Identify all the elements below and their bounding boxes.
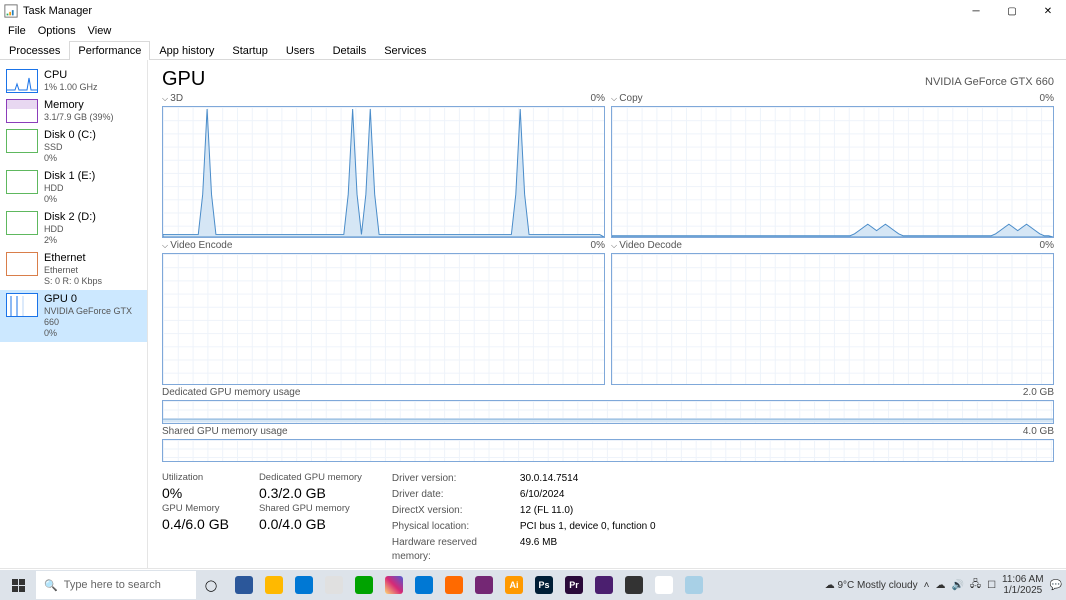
tab-details[interactable]: Details xyxy=(324,41,376,60)
chart-pct: 0% xyxy=(591,240,605,251)
dedicated-mem-max: 2.0 GB xyxy=(1023,387,1054,398)
dedicated-mem-chart xyxy=(162,400,1054,424)
menu-options[interactable]: Options xyxy=(32,23,82,39)
chart-dropdown-copy[interactable]: Copy xyxy=(611,93,643,104)
tray-language-icon[interactable]: ☐ xyxy=(987,580,996,591)
taskbar: 🔍 Type here to search ◯ AiPsPr ☁ 9°C Mos… xyxy=(0,570,1066,600)
sidebar-item-disk1e[interactable]: Disk 1 (E:)HDD0% xyxy=(0,167,147,208)
chart-3d xyxy=(162,106,605,238)
tray-onedrive-icon[interactable]: ☁ xyxy=(935,580,945,591)
maximize-button[interactable]: ▢ xyxy=(994,0,1030,22)
stat-value: 0.0/4.0 GB xyxy=(259,516,362,532)
taskbar-app-4[interactable] xyxy=(350,570,378,600)
stat-label: Dedicated GPU memory xyxy=(259,472,362,483)
chart-pct: 0% xyxy=(1040,93,1054,104)
shared-mem-chart xyxy=(162,439,1054,463)
shared-mem-label: Shared GPU memory usage xyxy=(162,426,288,437)
chart-pct: 0% xyxy=(1040,240,1054,251)
taskbar-app-15[interactable] xyxy=(680,570,708,600)
taskbar-app-6[interactable] xyxy=(410,570,438,600)
page-title: GPU xyxy=(162,68,205,91)
search-placeholder: Type here to search xyxy=(64,579,161,591)
taskbar-app-10[interactable]: Ps xyxy=(530,570,558,600)
minimize-button[interactable]: ─ xyxy=(958,0,994,22)
tray-chevron-icon[interactable]: ˄ xyxy=(924,580,930,591)
taskbar-app-1[interactable] xyxy=(260,570,288,600)
taskbar-app-8[interactable] xyxy=(470,570,498,600)
title-bar: Task Manager ─ ▢ ✕ xyxy=(0,0,1066,22)
taskbar-app-7[interactable] xyxy=(440,570,468,600)
tray-volume-icon[interactable]: 🔊 xyxy=(951,580,963,591)
taskbar-app-2[interactable] xyxy=(290,570,318,600)
taskbar-clock[interactable]: 11:06 AM1/1/2025 xyxy=(1002,574,1044,596)
weather-widget[interactable]: ☁ 9°C Mostly cloudy xyxy=(825,580,918,591)
stat-key: Driver date: xyxy=(392,488,512,502)
chart-pct: 0% xyxy=(591,93,605,104)
stat-key: Hardware reserved memory: xyxy=(392,536,512,564)
tab-users[interactable]: Users xyxy=(277,41,324,60)
stat-label: Shared GPU memory xyxy=(259,503,362,514)
taskbar-app-9[interactable]: Ai xyxy=(500,570,528,600)
stat-label: Utilization xyxy=(162,472,229,483)
stat-key: Driver version: xyxy=(392,472,512,486)
device-name: NVIDIA GeForce GTX 660 xyxy=(925,76,1054,88)
taskbar-app-3[interactable] xyxy=(320,570,348,600)
dedicated-mem-label: Dedicated GPU memory usage xyxy=(162,387,300,398)
menu-file[interactable]: File xyxy=(2,23,32,39)
tab-app-history[interactable]: App history xyxy=(150,41,223,60)
start-button[interactable] xyxy=(0,570,36,600)
stats-area: Utilization 0% GPU Memory 0.4/6.0 GB Dedica… xyxy=(162,472,1054,564)
stat-key: Physical location: xyxy=(392,520,512,534)
taskbar-app-12[interactable] xyxy=(590,570,618,600)
menu-view[interactable]: View xyxy=(82,23,118,39)
stat-label: GPU Memory xyxy=(162,503,229,514)
sidebar-item-gpu0[interactable]: GPU 0NVIDIA GeForce GTX 6600% xyxy=(0,290,147,342)
sidebar-item-disk2d[interactable]: Disk 2 (D:)HDD2% xyxy=(0,208,147,249)
app-icon xyxy=(4,4,18,18)
chart-dropdown-video-decode[interactable]: Video Decode xyxy=(611,240,682,251)
chart-dropdown-3d[interactable]: 3D xyxy=(162,93,183,104)
notifications-icon[interactable]: 💬 xyxy=(1050,580,1062,591)
taskbar-app-0[interactable] xyxy=(230,570,258,600)
chart-dropdown-video-encode[interactable]: Video Encode xyxy=(162,240,232,251)
tab-services[interactable]: Services xyxy=(375,41,435,60)
cortana-icon[interactable]: ◯ xyxy=(196,579,226,592)
sidebar-item-disk0c[interactable]: Disk 0 (C:)SSD0% xyxy=(0,126,147,167)
tab-processes[interactable]: Processes xyxy=(0,41,69,60)
tab-bar: ProcessesPerformanceApp historyStartupUs… xyxy=(0,40,1066,60)
taskbar-app-13[interactable] xyxy=(620,570,648,600)
stat-value: 0.3/2.0 GB xyxy=(259,485,362,501)
menu-bar: FileOptionsView xyxy=(0,22,1066,40)
tray-network-icon[interactable]: 🖧 xyxy=(970,577,981,594)
close-button[interactable]: ✕ xyxy=(1030,0,1066,22)
sidebar: CPU1% 1.00 GHz Memory3.1/7.9 GB (39%) Di… xyxy=(0,60,148,568)
tab-startup[interactable]: Startup xyxy=(223,41,276,60)
taskbar-app-11[interactable]: Pr xyxy=(560,570,588,600)
chart-copy xyxy=(611,106,1054,238)
chart-video-encode xyxy=(162,253,605,385)
shared-mem-max: 4.0 GB xyxy=(1023,426,1054,437)
sidebar-item-ethernet[interactable]: EthernetEthernetS: 0 R: 0 Kbps xyxy=(0,249,147,290)
taskbar-search[interactable]: 🔍 Type here to search xyxy=(36,571,196,599)
window-title: Task Manager xyxy=(23,5,92,17)
stat-value: PCI bus 1, device 0, function 0 xyxy=(520,520,656,534)
sidebar-item-memory[interactable]: Memory3.1/7.9 GB (39%) xyxy=(0,96,147,126)
stat-value: 12 (FL 11.0) xyxy=(520,504,573,518)
tab-performance[interactable]: Performance xyxy=(69,41,150,60)
stat-value: 6/10/2024 xyxy=(520,488,565,502)
stat-value: 0.4/6.0 GB xyxy=(162,516,229,532)
stat-value: 49.6 MB xyxy=(520,536,557,564)
taskbar-app-5[interactable] xyxy=(380,570,408,600)
stat-value: 30.0.14.7514 xyxy=(520,472,578,486)
stat-key: DirectX version: xyxy=(392,504,512,518)
taskbar-app-14[interactable] xyxy=(650,570,678,600)
gpu-panel: GPU NVIDIA GeForce GTX 660 3D 0% Copy 0% V… xyxy=(148,60,1066,568)
stat-value: 0% xyxy=(162,485,229,501)
chart-video-decode xyxy=(611,253,1054,385)
search-icon: 🔍 xyxy=(44,579,58,592)
sidebar-item-cpu[interactable]: CPU1% 1.00 GHz xyxy=(0,66,147,96)
